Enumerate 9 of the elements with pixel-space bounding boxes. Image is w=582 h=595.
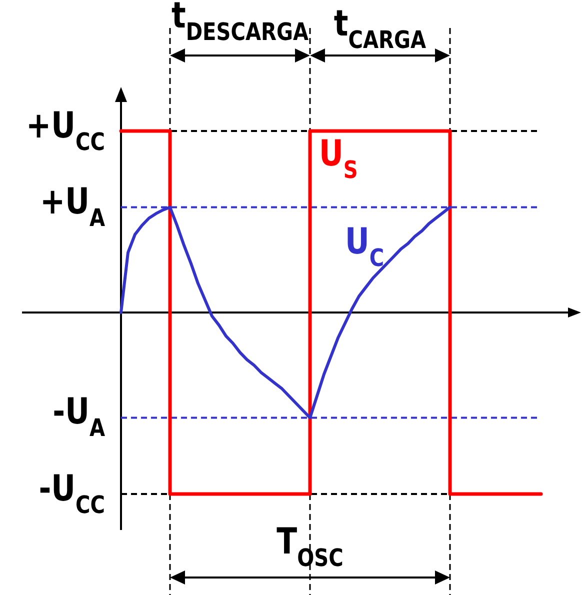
series-label: U$_{C}$ (345, 220, 384, 272)
ref-line-label: -U$_{A}$ (52, 392, 105, 442)
ref-line-label: +U$_{A}$ (40, 181, 105, 232)
ref-line-label: -U$_{CC}$ (38, 468, 105, 518)
series-label: U$_{S}$ (319, 132, 358, 184)
text: T$_{OSC}$ (276, 521, 344, 572)
text: t$_{DESCARGA}$ (171, 0, 309, 46)
text: t$_{CARGA}$ (334, 3, 426, 54)
ref-line-label: +U$_{CC}$ (26, 104, 105, 156)
